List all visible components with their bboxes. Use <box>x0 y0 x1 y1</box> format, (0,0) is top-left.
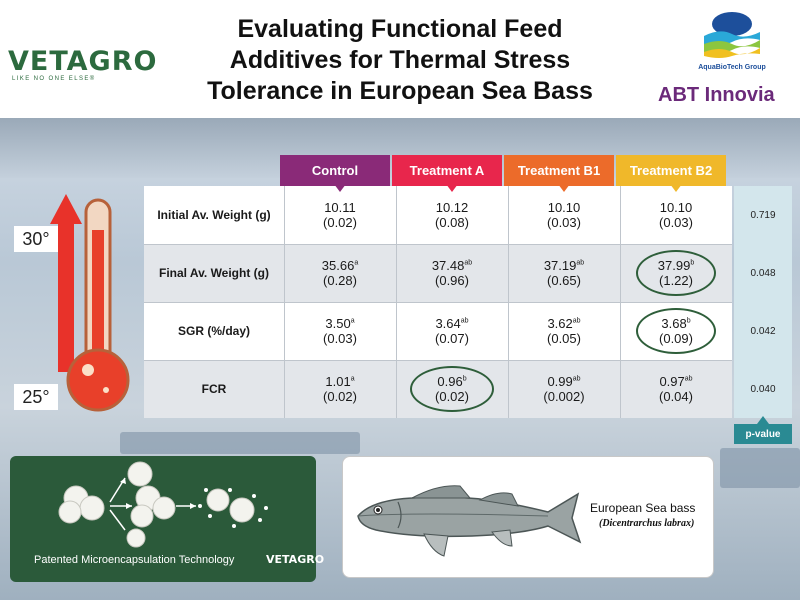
vetagro-logo-tagline: LIKE NO ONE ELSE® <box>12 76 96 82</box>
table-cell: 37.19ab (0.65) <box>508 244 620 302</box>
row-label: SGR (%/day) <box>177 324 250 338</box>
table-row: Initial Av. Weight (g) 10.11 (0.02) 10.12… <box>144 186 732 244</box>
table-divider <box>144 302 732 303</box>
row-label: Final Av. Weight (g) <box>159 266 269 280</box>
cell-value: 10.10 <box>659 200 693 215</box>
table-cell: 37.48ab (0.96) <box>396 244 508 302</box>
p-value: 0.719 <box>750 209 776 221</box>
table-cell: 37.99b (1.22) <box>620 244 732 302</box>
cell-sd: (0.03) <box>323 331 357 346</box>
table-row: Final Av. Weight (g) 35.66a (0.28) 37.48a… <box>144 244 732 302</box>
cell-value: 35.66a <box>321 258 359 273</box>
header-pointer <box>334 184 346 192</box>
header-pointer <box>670 184 682 192</box>
cell-sd: (0.002) <box>543 389 585 404</box>
abt-logo: AquaBioTech Group <box>672 8 792 71</box>
tank-shape <box>120 432 360 454</box>
table-cell: 3.64ab (0.07) <box>396 302 508 360</box>
cell-value: 3.68b <box>661 316 691 331</box>
microcapsule-diagram-icon <box>58 461 268 548</box>
table-cell: 0.99ab (0.002) <box>508 360 620 418</box>
cell-sd: (0.03) <box>659 215 693 230</box>
vetagro-logo-word: VETAGRO <box>8 46 158 77</box>
table-row: SGR (%/day) 3.50a (0.03) 3.64ab (0.07) 3.6… <box>144 302 732 360</box>
cell-sd: (0.08) <box>435 215 469 230</box>
p-value-label: p-value <box>734 424 792 444</box>
cell-value: 10.12 <box>435 200 469 215</box>
cell-value: 37.19ab <box>543 258 585 273</box>
cell-value: 3.64ab <box>435 316 469 331</box>
abt-group-label: AquaBioTech Group <box>698 64 766 71</box>
table-divider <box>144 244 732 245</box>
table-cell: 1.01a (0.02) <box>284 360 396 418</box>
vetagro-small-logo: VETAGRO <box>266 553 325 566</box>
fish-scientific-name: (Dicentrarchus labrax) <box>599 518 695 529</box>
vetagro-logo: VETAGRO LIKE NO ONE ELSE® <box>8 46 158 82</box>
cell-sd: (0.02) <box>323 215 357 230</box>
cell-value: 37.48ab <box>431 258 473 273</box>
title-line-3: Tolerance in European Sea Bass <box>207 77 593 105</box>
cell-sd: (0.65) <box>547 273 581 288</box>
cell-value: 10.11 <box>324 200 356 215</box>
column-header-control: Control <box>280 155 390 186</box>
p-value-column <box>734 186 792 418</box>
sea-bass-illustration-icon <box>357 485 582 557</box>
abt-waves-icon <box>704 12 760 58</box>
cell-sd: (0.03) <box>547 215 581 230</box>
row-label: Initial Av. Weight (g) <box>157 208 271 222</box>
table-cell: 10.10 (0.03) <box>508 186 620 244</box>
table-cell: 10.11 (0.02) <box>284 186 396 244</box>
table-cell: 3.62ab (0.05) <box>508 302 620 360</box>
table-cell: 0.97ab (0.04) <box>620 360 732 418</box>
thermometer-icon <box>50 194 130 412</box>
cell-sd: (0.96) <box>435 273 469 288</box>
p-value-pointer <box>757 416 769 424</box>
cell-value: 3.50a <box>325 316 355 331</box>
page-title: Evaluating Functional Feed Additives for… <box>170 14 630 107</box>
p-value: 0.042 <box>750 325 776 337</box>
cell-value: 0.97ab <box>659 374 693 389</box>
column-header-treatment-b2: Treatment B2 <box>616 155 726 186</box>
table-row: FCR 1.01a (0.02) 0.96b (0.02) 0.99ab (0.002… <box>144 360 732 418</box>
column-header-treatment-a: Treatment A <box>392 155 502 186</box>
cell-sd: (0.05) <box>547 331 581 346</box>
cell-value: 1.01a <box>325 374 355 389</box>
title-line-1: Evaluating Functional Feed <box>237 15 563 43</box>
cell-value: 0.96b <box>437 374 467 389</box>
title-line-2: Additives for Thermal Stress <box>229 46 571 74</box>
p-value: 0.048 <box>750 267 776 279</box>
temperature-low-label: 25° <box>14 384 58 410</box>
row-label: FCR <box>201 382 227 396</box>
header-pointer <box>446 184 458 192</box>
header-pointer <box>558 184 570 192</box>
tank-shape <box>720 448 800 488</box>
table-cell: 10.10 (0.03) <box>620 186 732 244</box>
header <box>0 0 800 118</box>
table-cell: 35.66a (0.28) <box>284 244 396 302</box>
cell-sd: (0.02) <box>323 389 357 404</box>
temperature-high-label: 30° <box>14 226 58 252</box>
table-divider <box>144 360 732 361</box>
cell-sd: (0.07) <box>435 331 469 346</box>
table-cell: 0.96b (0.02) <box>396 360 508 418</box>
cell-sd: (0.28) <box>323 273 357 288</box>
cell-value: 10.10 <box>547 200 581 215</box>
cell-value: 3.62ab <box>547 316 581 331</box>
cell-value: 37.99b <box>657 258 695 273</box>
table-cell: 3.50a (0.03) <box>284 302 396 360</box>
cell-sd: (1.22) <box>659 273 693 288</box>
table-cell: 3.68b (0.09) <box>620 302 732 360</box>
abt-innovia-label: ABT Innovia <box>658 84 775 106</box>
cell-value: 0.99ab <box>547 374 581 389</box>
table-cell: 10.12 (0.08) <box>396 186 508 244</box>
p-value: 0.040 <box>750 383 776 395</box>
cell-sd: (0.04) <box>659 389 693 404</box>
column-header-treatment-b1: Treatment B1 <box>504 155 614 186</box>
fish-common-name: European Sea bass <box>590 501 696 515</box>
cell-sd: (0.02) <box>435 389 469 404</box>
microencapsulation-caption: Patented Microencapsulation Technology <box>34 554 235 566</box>
cell-sd: (0.09) <box>659 331 693 346</box>
